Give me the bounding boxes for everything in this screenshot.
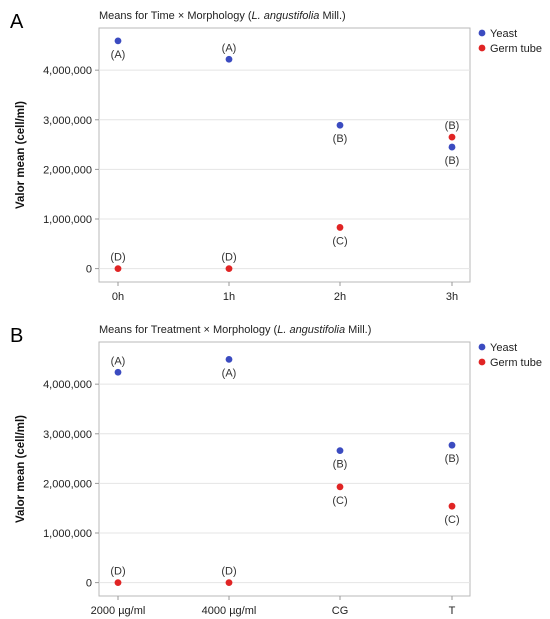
chart-panel-b: B Means for Treatment × Morphology (L. an… [10,324,542,617]
chart-title: Means for Time × Morphology (L. angustif… [99,10,346,22]
y-tick-label: 4,000,000 [43,65,92,77]
data-point-yeast [225,355,233,363]
x-tick-label: CG [332,605,349,617]
legend-label: Yeast [490,342,517,354]
y-tick-label: 1,000,000 [43,528,92,540]
data-label: (A) [111,355,126,367]
x-tick-label: 2000 µg/ml [91,605,146,617]
data-label: (D) [110,252,125,264]
y-tick-label: 2,000,000 [43,164,92,176]
data-point-yeast [336,447,344,455]
plot-area [98,27,471,283]
data-point-yeast [114,37,122,45]
data-point-germ-tube [225,265,233,273]
y-tick-label: 1,000,000 [43,214,92,226]
legend-marker [478,29,486,37]
data-label: (B) [445,453,460,465]
data-point-yeast [114,368,122,376]
data-label: (A) [111,49,126,61]
data-point-germ-tube [114,265,122,273]
data-point-germ-tube [336,483,344,491]
legend-label: Germ tube [490,357,542,369]
chart-title: Means for Treatment × Morphology (L. ang… [99,324,371,336]
data-label: (B) [333,459,348,471]
data-point-yeast [448,143,456,151]
legend-label: Germ tube [490,43,542,55]
data-label: (A) [222,367,237,379]
y-tick-label: 0 [86,264,92,276]
x-tick-label: 0h [112,291,124,303]
y-axis-label: Valor mean (cell/ml) [15,415,27,523]
y-tick-label: 3,000,000 [43,429,92,441]
data-point-germ-tube [448,502,456,510]
data-label: (B) [445,155,460,167]
x-tick-label: 3h [446,291,458,303]
legend-marker [478,358,486,366]
data-label: (B) [445,120,460,132]
x-tick-label: 1h [223,291,235,303]
plot-area [98,341,471,597]
chart-panel-a: A Means for Time × Morphology (L. angusti… [10,10,542,303]
data-point-germ-tube [225,579,233,587]
data-label: (B) [333,133,348,145]
data-point-germ-tube [448,133,456,141]
data-point-germ-tube [336,224,344,231]
x-tick-label: 4000 µg/ml [202,605,257,617]
data-point-germ-tube [114,579,122,587]
data-label: (D) [221,566,236,578]
data-label: (C) [332,235,347,247]
data-point-yeast [448,441,456,449]
panel-letter: A [10,11,24,33]
legend-marker [478,343,486,351]
y-tick-label: 0 [86,578,92,590]
y-tick-label: 2,000,000 [43,478,92,490]
data-point-yeast [225,55,233,63]
panel-letter: B [10,325,23,347]
legend-marker [478,44,486,52]
y-tick-label: 3,000,000 [43,115,92,127]
y-tick-label: 4,000,000 [43,379,92,391]
x-tick-label: T [449,605,456,617]
y-axis-label: Valor mean (cell/ml) [15,101,27,209]
data-label: (D) [221,252,236,264]
legend-label: Yeast [490,28,517,40]
data-label: (C) [332,495,347,507]
data-label: (A) [222,42,237,54]
data-point-yeast [336,121,344,129]
x-tick-label: 2h [334,291,346,303]
data-label: (D) [110,566,125,578]
data-label: (C) [444,514,459,526]
